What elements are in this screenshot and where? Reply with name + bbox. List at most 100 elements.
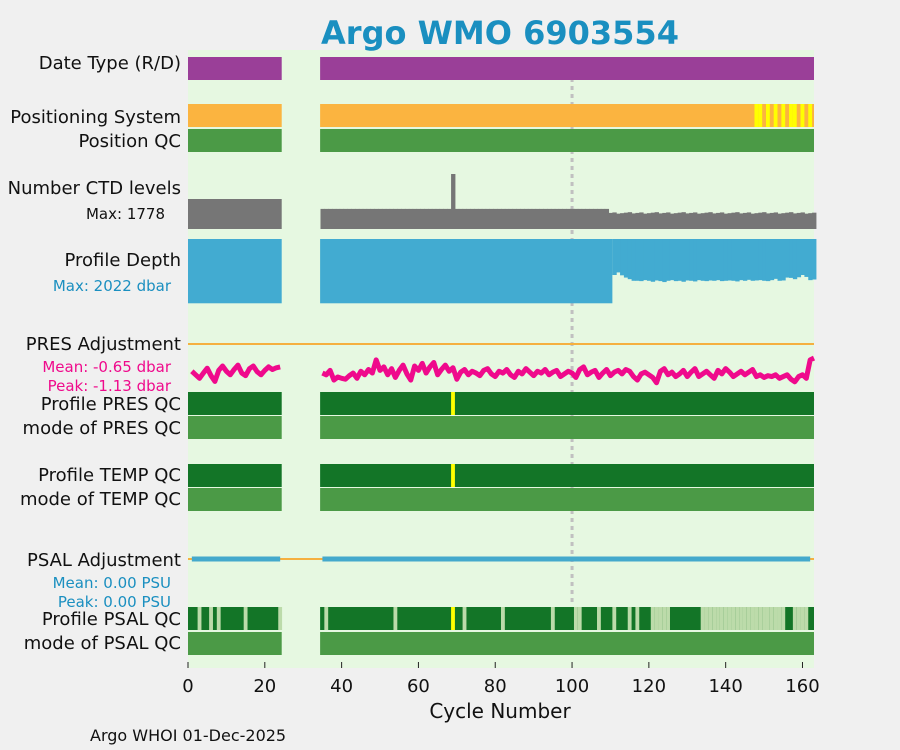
ctd-bar-108	[600, 208, 606, 229]
position-qc-bar-segment-1	[188, 129, 282, 152]
label-profile-psal-qc: Profile PSAL QC	[42, 609, 181, 630]
profile-psal-qc-light-143	[735, 607, 740, 630]
positioning-cell-157	[789, 104, 793, 127]
date-type-bar-segment-1	[188, 57, 282, 80]
ctd-bar-45	[358, 208, 364, 229]
positioning-cell-149	[758, 104, 763, 127]
ctd-bar-85	[512, 208, 517, 229]
chart-title: Argo WMO 6903554	[321, 14, 679, 52]
ctd-bar-155	[781, 213, 786, 229]
depth-bar-114	[623, 239, 629, 278]
depth-bar-111	[612, 239, 617, 276]
x-tick-label-140: 140	[708, 676, 742, 697]
positioning-cell-148	[754, 104, 759, 127]
profile-psal-qc-light-147	[750, 607, 755, 630]
profile-psal-qc-light-161	[804, 607, 809, 630]
ctd-bar-154	[777, 213, 782, 229]
depth-bar-142	[731, 239, 736, 281]
ctd-bar-153	[773, 212, 779, 229]
ctd-bar-57	[404, 208, 410, 229]
depth-bar-115	[627, 239, 633, 280]
profile-psal-qc-light-107	[597, 607, 601, 630]
ctd-bar-80	[493, 208, 498, 229]
ctd-bar-159	[796, 212, 802, 229]
profile-psal-qc-light-146	[746, 607, 751, 630]
mode-temp-qc-bar-segment-1	[188, 488, 282, 511]
depth-bar-segment-2	[320, 239, 613, 304]
ctd-bar-119	[643, 213, 648, 229]
profile-psal-qc-light-155	[781, 607, 786, 630]
mode-pres-qc-bar-segment-2	[320, 416, 814, 439]
ctd-bar-131	[689, 212, 694, 229]
depth-bar-149	[758, 239, 763, 281]
date-type-bar-segment-2	[320, 57, 814, 80]
ctd-bar-140	[723, 213, 729, 229]
ctd-bar-91	[535, 208, 540, 229]
depth-bar-161	[804, 239, 809, 277]
psal-mean-text: Mean: 0.00 PSU	[53, 574, 171, 592]
depth-bar-153	[773, 239, 779, 279]
profile-psal-qc-light-8	[216, 607, 221, 630]
ctd-bar-110	[608, 212, 613, 229]
profile-psal-qc-light-6	[209, 607, 213, 630]
chart-marks	[188, 57, 817, 655]
depth-bar-119	[643, 239, 648, 281]
depth-bar-152	[769, 239, 775, 281]
profile-temp-qc-cell-69	[451, 464, 455, 487]
profile-psal-qc-light-142	[731, 607, 736, 630]
ctd-bar-88	[524, 208, 529, 229]
ctd-bar-157	[789, 212, 794, 229]
ctd-bar-144	[739, 213, 744, 229]
profile-psal-qc-light-24	[278, 607, 283, 630]
ctd-bar-79	[489, 208, 494, 229]
ctd-bar-145	[742, 212, 748, 229]
ctd-bar-52	[385, 208, 391, 229]
ctd-bar-51	[381, 208, 387, 229]
ctd-bar-62	[424, 208, 429, 229]
label-position-qc: Position QC	[78, 131, 181, 152]
profile-psal-qc-light-154	[777, 607, 782, 630]
label-profile-temp-qc: Profile TEMP QC	[38, 465, 181, 486]
pres-mean-text: Mean: -0.65 dbar	[42, 358, 172, 376]
ctd-bar-143	[735, 212, 740, 229]
profile-temp-qc-bar-segment-2	[320, 464, 814, 487]
label-profile-pres-qc: Profile PRES QC	[41, 394, 181, 415]
label-positioning-system: Positioning System	[10, 107, 181, 128]
ctd-bar-151	[765, 213, 771, 229]
depth-bar-133	[696, 239, 702, 281]
depth-bar-154	[777, 239, 782, 281]
positioning-bar-segment-2	[320, 104, 814, 127]
depth-bar-120	[646, 239, 652, 281]
profile-psal-qc-light-151	[765, 607, 770, 630]
ctd-bar-129	[681, 212, 686, 229]
ctd-bar-71	[458, 208, 464, 229]
depth-bar-122	[654, 239, 659, 281]
depth-bar-148	[754, 239, 759, 281]
label-pres-adjustment: PRES Adjustment	[26, 334, 181, 355]
x-tick-label-60: 60	[407, 676, 430, 697]
ctd-bar-73	[466, 208, 471, 229]
ctd-bar-126	[669, 213, 675, 229]
positioning-cell-151	[765, 104, 770, 127]
ctd-bar-113	[620, 213, 625, 229]
x-tick-label-160: 160	[785, 676, 819, 697]
ctd-bar-84	[508, 208, 514, 229]
depth-bar-124	[662, 239, 667, 283]
ctd-bar-156	[785, 212, 790, 229]
ctd-bar-68	[447, 208, 452, 229]
profile-psal-qc-light-160	[800, 607, 805, 630]
ctd-bar-132	[693, 212, 698, 229]
depth-bar-132	[693, 239, 698, 282]
depth-bar-129	[681, 239, 686, 282]
profile-psal-qc-light-135	[704, 607, 709, 630]
depth-bar-135	[704, 239, 709, 282]
profile-psal-qc-light-102	[577, 607, 582, 630]
psal-peak-text: Peak: 0.00 PSU	[58, 593, 171, 611]
ctd-bar-100	[570, 208, 575, 229]
ctd-bar-109	[604, 208, 610, 229]
profile-psal-qc-light-36	[324, 607, 329, 630]
ctd-bar-111	[612, 212, 617, 229]
depth-bar-118	[639, 239, 644, 282]
ctd-bar-121	[650, 212, 656, 229]
ctd-bar-44	[355, 208, 360, 229]
